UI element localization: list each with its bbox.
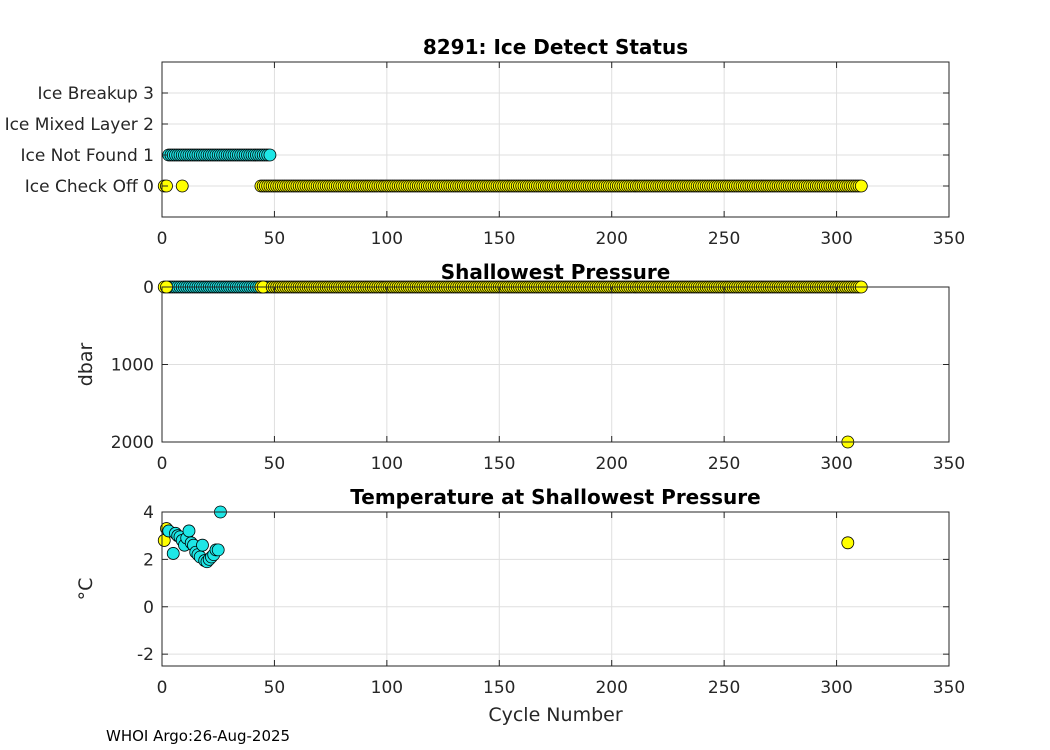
temperature-frame: [161, 511, 950, 667]
pressure-xtick-label: 0: [157, 454, 168, 474]
ice-xtick-label: 350: [933, 229, 965, 249]
temperature-cyan-point: [182, 524, 196, 538]
ice-frame: [161, 61, 950, 218]
temperature-cyan-point: [196, 538, 209, 552]
ice-xtick-label: 250: [708, 229, 740, 249]
pressure-ylabel: dbar: [75, 343, 97, 387]
ice-ytick-label: Ice Mixed Layer 2: [5, 115, 154, 135]
temperature-ytick-label: 2: [143, 550, 154, 570]
ice-yellow-point: [175, 179, 189, 193]
pressure-xtick-label: 150: [483, 454, 515, 474]
pressure-xtick-label: 200: [595, 454, 627, 474]
temperature-ytick-label: -2: [137, 645, 154, 665]
temperature-plot-area: [162, 512, 949, 666]
temperature-xtick-label: 350: [933, 678, 965, 698]
pressure-xtick-label: 50: [264, 454, 286, 474]
temperature-ylabel: °C: [75, 578, 97, 601]
ice-ytick-label: Ice Not Found 1: [20, 146, 154, 166]
ice-xtick-label: 100: [371, 229, 403, 249]
temperature-yellow-point: [841, 536, 855, 550]
temperature-xtick-label: 150: [483, 678, 515, 698]
temperature-cyan-point: [211, 543, 225, 557]
pressure-title: Shallowest Pressure: [441, 260, 671, 284]
temperature-xtick-label: 0: [157, 678, 168, 698]
temperature-ytick-label: 0: [143, 598, 154, 618]
temperature-ytick-label: 4: [143, 503, 154, 523]
pressure-axes: 0 50 100 150 200 250 300 350 0 1000 2000 Shallowest…: [75, 260, 965, 474]
ice-xtick-label: 300: [820, 229, 852, 249]
ice-cyan-point: [263, 148, 277, 162]
pressure-ytick-label: 2000: [111, 433, 154, 453]
ice-xtick-label: 50: [264, 229, 286, 249]
temperature-title: Temperature at Shallowest Pressure: [350, 485, 760, 509]
temperature-xtick-label: 200: [595, 678, 627, 698]
ice-xtick-label: 200: [595, 229, 627, 249]
pressure-ytick-label: 0: [143, 278, 154, 298]
pressure-xtick-label: 300: [820, 454, 852, 474]
temperature-xlabel: Cycle Number: [488, 704, 622, 726]
ice-ytick-label: Ice Check Off 0: [25, 177, 154, 197]
temperature-xtick-label: 300: [820, 678, 852, 698]
ice-plot-area: [162, 62, 949, 217]
temperature-xtick-label: 250: [708, 678, 740, 698]
footer-stamp: WHOI Argo:26-Aug-2025: [106, 727, 290, 745]
pressure-ytick-label: 1000: [111, 356, 154, 376]
temperature-xtick-label: 100: [371, 678, 403, 698]
temperature-xtick-label: 50: [264, 678, 286, 698]
pressure-xtick-label: 100: [371, 454, 403, 474]
pressure-xtick-label: 250: [708, 454, 740, 474]
pressure-xtick-label: 350: [933, 454, 965, 474]
ice-xtick-label: 0: [157, 229, 168, 249]
ice-yellow-point: [854, 179, 868, 193]
ice-ytick-label: Ice Breakup 3: [38, 84, 155, 104]
ice-title: 8291: Ice Detect Status: [423, 35, 688, 59]
temperature-cyan-point: [166, 547, 180, 560]
ice-xtick-label: 150: [483, 229, 515, 249]
ice-axes: 0 50 100 150 200 250 300 350 Ice Check Off 0 Ice …: [5, 35, 966, 249]
